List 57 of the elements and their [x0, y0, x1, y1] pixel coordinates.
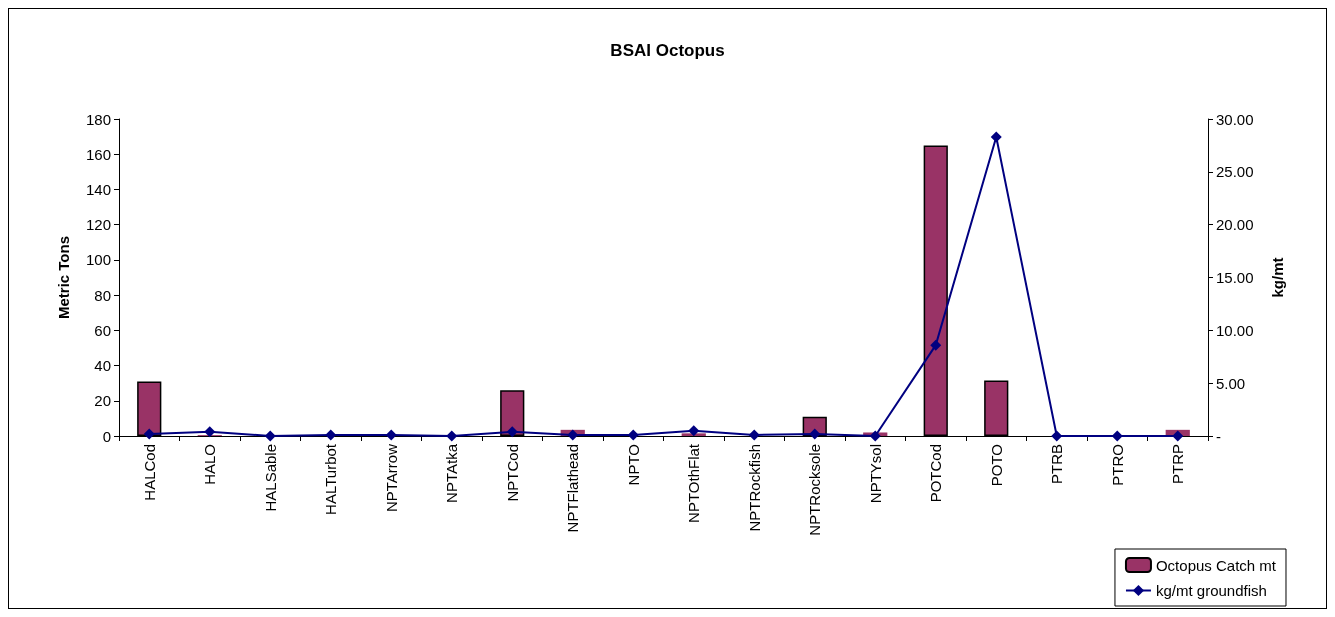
point [204, 426, 216, 438]
y-tick-label: 0 [102, 427, 111, 445]
y-tick-label: 60 [94, 321, 111, 339]
point [143, 428, 155, 440]
y-tick-label: 180 [85, 110, 111, 128]
y-tick-label: 140 [85, 180, 111, 198]
y2-tick-label: 5.00 [1216, 374, 1246, 392]
point [506, 426, 518, 438]
y-tick-label: 20 [94, 392, 111, 410]
y2-tick-label: 20.00 [1216, 216, 1254, 234]
point [325, 429, 337, 441]
point [809, 428, 821, 440]
x-tick-label: NPTAtka [443, 443, 461, 503]
y2-axis-title: kg/mt [1269, 257, 1286, 298]
x-tick-label: PTRO [1108, 444, 1126, 486]
point [627, 429, 639, 441]
x-tick-label: NPTRocksole [806, 444, 824, 536]
x-tick-label: HALO [201, 444, 219, 485]
y-tick-label: 160 [85, 145, 111, 163]
x-tick-label: PTRB [1048, 444, 1066, 485]
point [1111, 430, 1123, 442]
point [748, 429, 760, 441]
point [688, 425, 700, 437]
x-tick-label: POTO [987, 444, 1005, 487]
chart-title: BSAI Octopus [610, 41, 725, 60]
y2-tick-label: 25.00 [1216, 163, 1254, 181]
x-tick-label: NPTOthFlat [685, 443, 703, 523]
x-tick-label: NPTFlathead [564, 444, 582, 533]
point [446, 430, 458, 442]
y2-tick-label: 10.00 [1216, 321, 1254, 339]
legend-label: kg/mt groundfish [1155, 582, 1267, 599]
point [264, 430, 276, 442]
x-tick-label: HALTurbot [322, 443, 340, 515]
x-tick-label: POTCod [927, 444, 945, 503]
legend-label: Octopus Catch mt [1155, 556, 1277, 574]
y2-tick-label: - [1216, 427, 1221, 445]
y2-tick-label: 30.00 [1216, 110, 1254, 128]
point [990, 131, 1002, 143]
y-tick-label: 100 [85, 251, 111, 269]
x-tick-label: PTRP [1169, 444, 1187, 485]
x-tick-label: NPTO [624, 444, 642, 486]
y-tick-label: 120 [85, 216, 111, 234]
y2-tick-label: 15.00 [1216, 269, 1254, 286]
point [1051, 430, 1063, 442]
x-tick-label: HALSable [261, 444, 279, 512]
point [930, 339, 942, 351]
y-tick-label: 80 [94, 286, 111, 304]
point [1172, 430, 1184, 442]
x-tick-label: NPTYsol [866, 444, 884, 504]
x-tick-label: NPTRockfish [745, 444, 763, 532]
x-tick-label: HALCod [140, 444, 158, 501]
y-tick-label: 40 [94, 357, 111, 375]
y-axis-title: Metric Tons [55, 235, 72, 320]
point [869, 430, 881, 442]
x-tick-label: NPTCod [503, 444, 521, 502]
x-tick-label: NPTArrow [382, 443, 400, 513]
point [385, 429, 397, 441]
